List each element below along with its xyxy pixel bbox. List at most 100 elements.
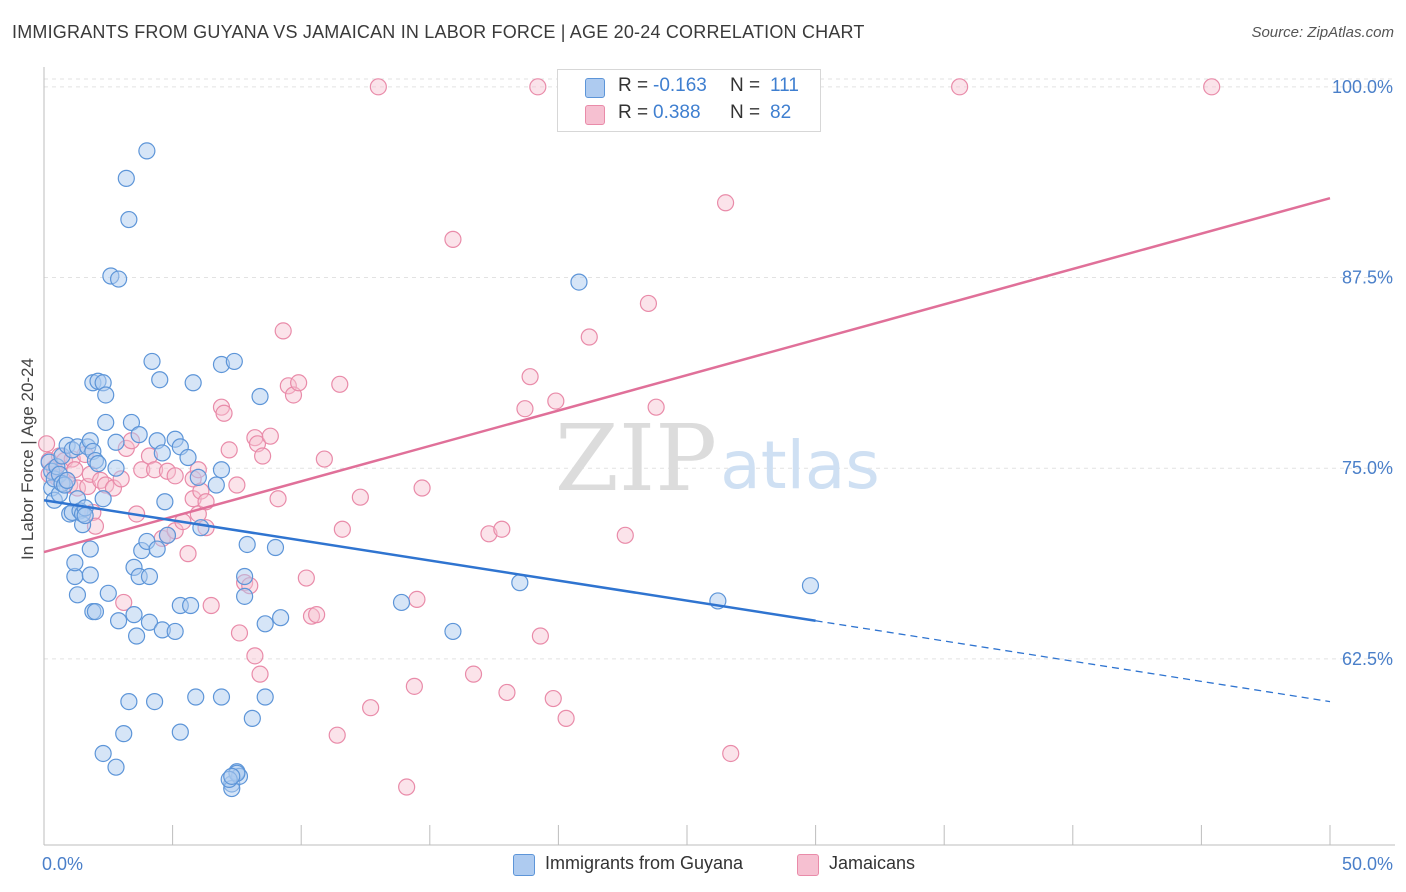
- guyana-points: [40, 142, 820, 798]
- jamaican-point: [544, 689, 562, 708]
- guyana-point: [138, 142, 156, 160]
- guyana-point: [266, 538, 285, 557]
- jamaican-legend-swatch: [797, 854, 819, 876]
- tick-labels: 62.5% 75.0% 87.5% 100.0% 0.0% 50.0%: [42, 77, 1393, 874]
- guyana-point: [148, 540, 166, 558]
- guyana-point: [189, 468, 207, 486]
- guyana-point: [151, 371, 169, 389]
- guyana-point: [171, 723, 189, 741]
- y-tick-label: 62.5%: [1342, 649, 1393, 669]
- guyana-point: [127, 627, 146, 645]
- guyana-point: [86, 602, 105, 621]
- jamaican-point: [1203, 78, 1221, 96]
- guyana-point: [117, 169, 135, 187]
- guyana-point: [115, 725, 133, 743]
- jamaican-point: [480, 525, 498, 543]
- guyana-point: [444, 622, 462, 641]
- guyana-point: [143, 352, 161, 371]
- guyana-point: [256, 615, 274, 633]
- guyana-point: [68, 586, 87, 604]
- guyana-point: [97, 413, 115, 432]
- jamaican-point: [215, 404, 233, 422]
- guyana-point: [207, 476, 225, 494]
- guyana-point: [511, 574, 529, 592]
- jamaican-point: [580, 328, 598, 346]
- guyana-point: [243, 709, 261, 727]
- jamaican-point: [274, 322, 292, 340]
- jamaican-point: [647, 398, 665, 416]
- guyana-point: [187, 688, 205, 706]
- guyana-trend-line: [43, 499, 816, 622]
- guyana-swatch: [585, 78, 605, 98]
- guyana-point: [130, 426, 148, 444]
- jamaican-point: [557, 709, 575, 727]
- jamaican-point: [202, 596, 220, 615]
- jamaican-point: [722, 744, 740, 763]
- guyana-point: [166, 622, 184, 641]
- jamaican-point: [269, 490, 287, 508]
- jamaican-point: [639, 294, 658, 313]
- n-label: N =: [730, 75, 761, 96]
- r-label: R =: [618, 75, 649, 96]
- guyana-point: [76, 506, 94, 525]
- jamaican-point: [331, 375, 349, 393]
- guyana-point: [66, 554, 84, 572]
- jamaican-point: [308, 606, 326, 624]
- n-value: 111: [770, 75, 799, 96]
- jamaican-point: [464, 665, 483, 683]
- jamaican-point: [166, 467, 184, 485]
- guyana-point: [81, 566, 99, 584]
- jamaican-point: [413, 479, 431, 497]
- jamaican-point: [328, 726, 346, 744]
- jamaican-point: [531, 627, 549, 645]
- jamaican-point: [333, 520, 351, 538]
- jamaican-point: [251, 665, 269, 683]
- guyana-point: [256, 688, 274, 706]
- guyana-point: [145, 693, 164, 711]
- watermark-zip: ZIP: [555, 405, 717, 512]
- guyana-point: [107, 758, 125, 776]
- jamaican-point: [115, 593, 133, 612]
- jamaican-point: [398, 778, 416, 796]
- jamaican-point: [230, 624, 249, 642]
- jamaican-point: [716, 194, 735, 212]
- guyana-point: [140, 613, 159, 631]
- jamaican-point: [408, 590, 426, 608]
- jamaican-point: [362, 699, 380, 717]
- jamaican-point: [297, 569, 315, 587]
- n-label: N =: [730, 102, 761, 123]
- guyana-point: [58, 471, 76, 490]
- guyana-point: [97, 386, 115, 404]
- r-value: -0.163: [653, 75, 707, 96]
- guyana-point: [182, 596, 200, 615]
- guyana-point: [192, 519, 210, 537]
- guyana-legend-swatch: [513, 854, 535, 876]
- jamaican-point: [315, 450, 333, 468]
- watermark-atlas: atlas: [720, 427, 880, 504]
- jamaican-point: [521, 368, 539, 386]
- guyana-point: [158, 526, 177, 544]
- guyana-point: [107, 459, 125, 477]
- watermark: ZIP atlas: [555, 405, 880, 512]
- guyana-point: [801, 577, 820, 595]
- guyana-point: [120, 210, 138, 229]
- jamaican-point: [37, 435, 56, 453]
- r-label: R =: [618, 102, 649, 123]
- legend-label: Immigrants from Guyana: [545, 853, 744, 873]
- jamaican-point: [279, 377, 297, 395]
- guyana-point: [179, 448, 197, 467]
- guyana-point: [109, 612, 128, 630]
- jamaican-point: [369, 78, 387, 96]
- jamaican-point: [133, 461, 151, 479]
- legend-label: Jamaicans: [829, 853, 916, 873]
- jamaican-point: [179, 545, 197, 563]
- stats-legend-row-jamaican: R = 0.388 N = 82: [558, 101, 820, 127]
- jamaican-point: [516, 400, 534, 418]
- guyana-point: [153, 444, 171, 462]
- jamaican-point: [290, 374, 308, 392]
- trend-lines: [43, 196, 1331, 703]
- jamaican-point: [951, 78, 969, 96]
- jamaican-point: [444, 230, 462, 248]
- guyana-point: [225, 352, 243, 371]
